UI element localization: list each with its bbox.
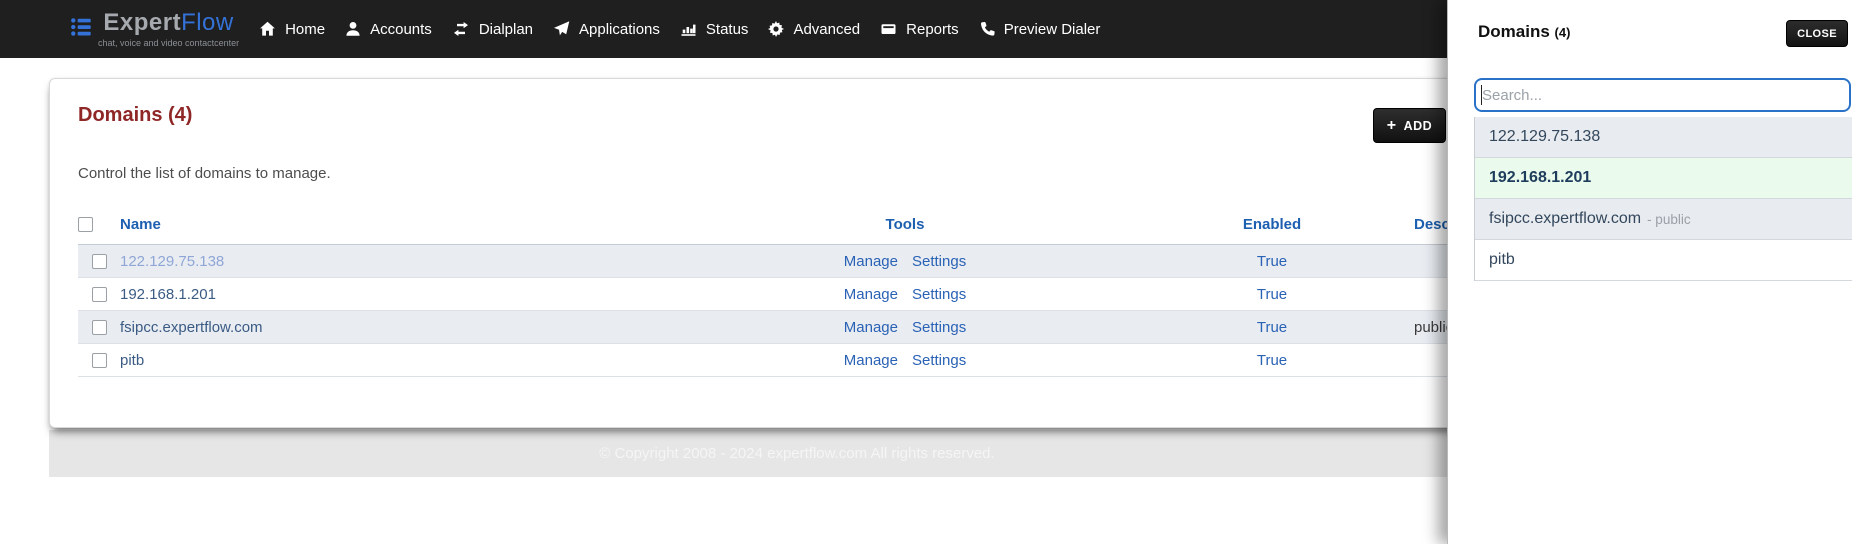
logo-tagline: chat, voice and video contactcenter	[98, 37, 240, 48]
list-item[interactable]: 122.129.75.138	[1475, 117, 1852, 158]
nav-item-reports[interactable]: Reports	[870, 0, 969, 58]
nav-item-dialplan[interactable]: Dialplan	[442, 0, 543, 58]
list-item-note: - public	[1647, 211, 1691, 227]
logo-link[interactable]: ExpertFlow chat, voice and video contact…	[70, 8, 240, 48]
nav-item-label: Status	[705, 20, 749, 38]
panel-count-badge: (4)	[1554, 25, 1571, 40]
enabled-value: True	[1256, 351, 1288, 369]
page-title: Domains (4)	[78, 104, 193, 126]
footer: © Copyright 2008 - 2024 expertflow.com A…	[49, 430, 1545, 477]
domains-card: Domains (4) + ADD Control the list of do…	[49, 78, 1520, 428]
nav-item-label: Applications	[579, 20, 660, 38]
phone-icon	[979, 21, 995, 37]
row-checkbox[interactable]	[91, 254, 107, 270]
nav-item-label: Advanced	[793, 20, 861, 38]
column-header-name[interactable]: Name	[120, 204, 680, 245]
nav-item-accounts[interactable]: Accounts	[335, 0, 442, 58]
nav-item-label: Reports	[906, 20, 959, 38]
settings-link[interactable]: Settings	[912, 252, 967, 270]
table-row: pitb Manage Settings True	[78, 343, 1493, 377]
enabled-value: True	[1256, 252, 1288, 270]
domain-quick-list: 122.129.75.138 192.168.1.201 fsipcc.expe…	[1474, 117, 1852, 281]
nav-item-label: Dialplan	[478, 20, 534, 38]
nav-item-home[interactable]: Home	[249, 0, 335, 58]
panel-title: Domains (4)	[1478, 22, 1571, 41]
bar-chart-icon	[680, 21, 697, 37]
manage-link[interactable]: Manage	[843, 252, 898, 270]
hard-drive-icon	[880, 21, 897, 37]
domain-name-link[interactable]: fsipcc.expertflow.com	[120, 318, 263, 336]
home-icon	[259, 21, 276, 37]
list-item-label: fsipcc.expertflow.com	[1489, 210, 1642, 227]
list-item-label: 122.129.75.138	[1489, 128, 1601, 145]
panel-header: Domains (4) CLOSE	[1448, 0, 1856, 64]
copyright-text: © Copyright 2008 - 2024 expertflow.com A…	[599, 445, 995, 462]
search-wrapper	[1474, 78, 1851, 112]
row-checkbox[interactable]	[91, 353, 107, 369]
nav-item-label: Home	[285, 20, 326, 38]
expertflow-logo-icon	[70, 15, 94, 44]
settings-link[interactable]: Settings	[912, 351, 967, 369]
table-row: fsipcc.expertflow.com Manage Settings Tru…	[78, 310, 1493, 344]
settings-link[interactable]: Settings	[912, 318, 967, 336]
domain-name-link[interactable]: 122.129.75.138	[120, 252, 225, 270]
column-header-tools[interactable]: Tools	[680, 204, 1130, 245]
nav-item-preview-dialer[interactable]: Preview Dialer	[969, 0, 1111, 58]
domain-name-link[interactable]: pitb	[120, 351, 145, 369]
manage-link[interactable]: Manage	[843, 318, 898, 336]
nav-menu: Home Accounts Dialplan Applications Stat…	[249, 0, 1110, 58]
row-checkbox[interactable]	[91, 320, 107, 336]
add-button-label: ADD	[1403, 118, 1433, 133]
gear-icon	[768, 21, 785, 37]
row-checkbox[interactable]	[91, 287, 107, 303]
nav-item-label: Preview Dialer	[1003, 20, 1101, 38]
table-header-row: Name Tools Enabled Description	[78, 204, 1497, 245]
close-button[interactable]: CLOSE	[1786, 20, 1848, 47]
list-item-label: 192.168.1.201	[1489, 169, 1592, 186]
manage-link[interactable]: Manage	[843, 351, 898, 369]
nav-item-label: Accounts	[370, 20, 432, 38]
search-input[interactable]	[1474, 78, 1851, 112]
list-item[interactable]: pitb	[1475, 240, 1852, 281]
enabled-value: True	[1256, 318, 1288, 336]
settings-link[interactable]: Settings	[912, 285, 967, 303]
domains-side-panel: Domains (4) CLOSE 122.129.75.138 192.168…	[1447, 0, 1856, 544]
transfer-arrows-icon	[452, 21, 470, 37]
select-all-checkbox[interactable]	[78, 217, 93, 233]
logo-title: ExpertFlow	[103, 8, 234, 36]
add-button[interactable]: + ADD	[1373, 108, 1446, 143]
top-navbar: ExpertFlow chat, voice and video contact…	[0, 0, 1447, 58]
list-item-label: pitb	[1489, 251, 1515, 268]
column-header-enabled[interactable]: Enabled	[1130, 204, 1414, 245]
manage-link[interactable]: Manage	[843, 285, 898, 303]
list-item[interactable]: fsipcc.expertflow.com - public	[1475, 199, 1852, 240]
text-caret	[1481, 85, 1482, 105]
table-row: 192.168.1.201 Manage Settings True	[78, 277, 1493, 311]
nav-item-advanced[interactable]: Advanced	[758, 0, 870, 58]
domains-table: Name Tools Enabled Description 122.129.7…	[78, 204, 1497, 377]
nav-item-applications[interactable]: Applications	[543, 0, 670, 58]
paper-plane-icon	[553, 21, 570, 37]
page-description: Control the list of domains to manage.	[78, 165, 331, 182]
list-item-selected[interactable]: 192.168.1.201	[1475, 158, 1852, 199]
user-icon	[345, 21, 361, 37]
plus-icon: +	[1386, 116, 1397, 134]
table-row: 122.129.75.138 Manage Settings True	[78, 244, 1493, 278]
enabled-value: True	[1256, 285, 1288, 303]
domain-name-link[interactable]: 192.168.1.201	[120, 285, 216, 303]
nav-item-status[interactable]: Status	[670, 0, 759, 58]
